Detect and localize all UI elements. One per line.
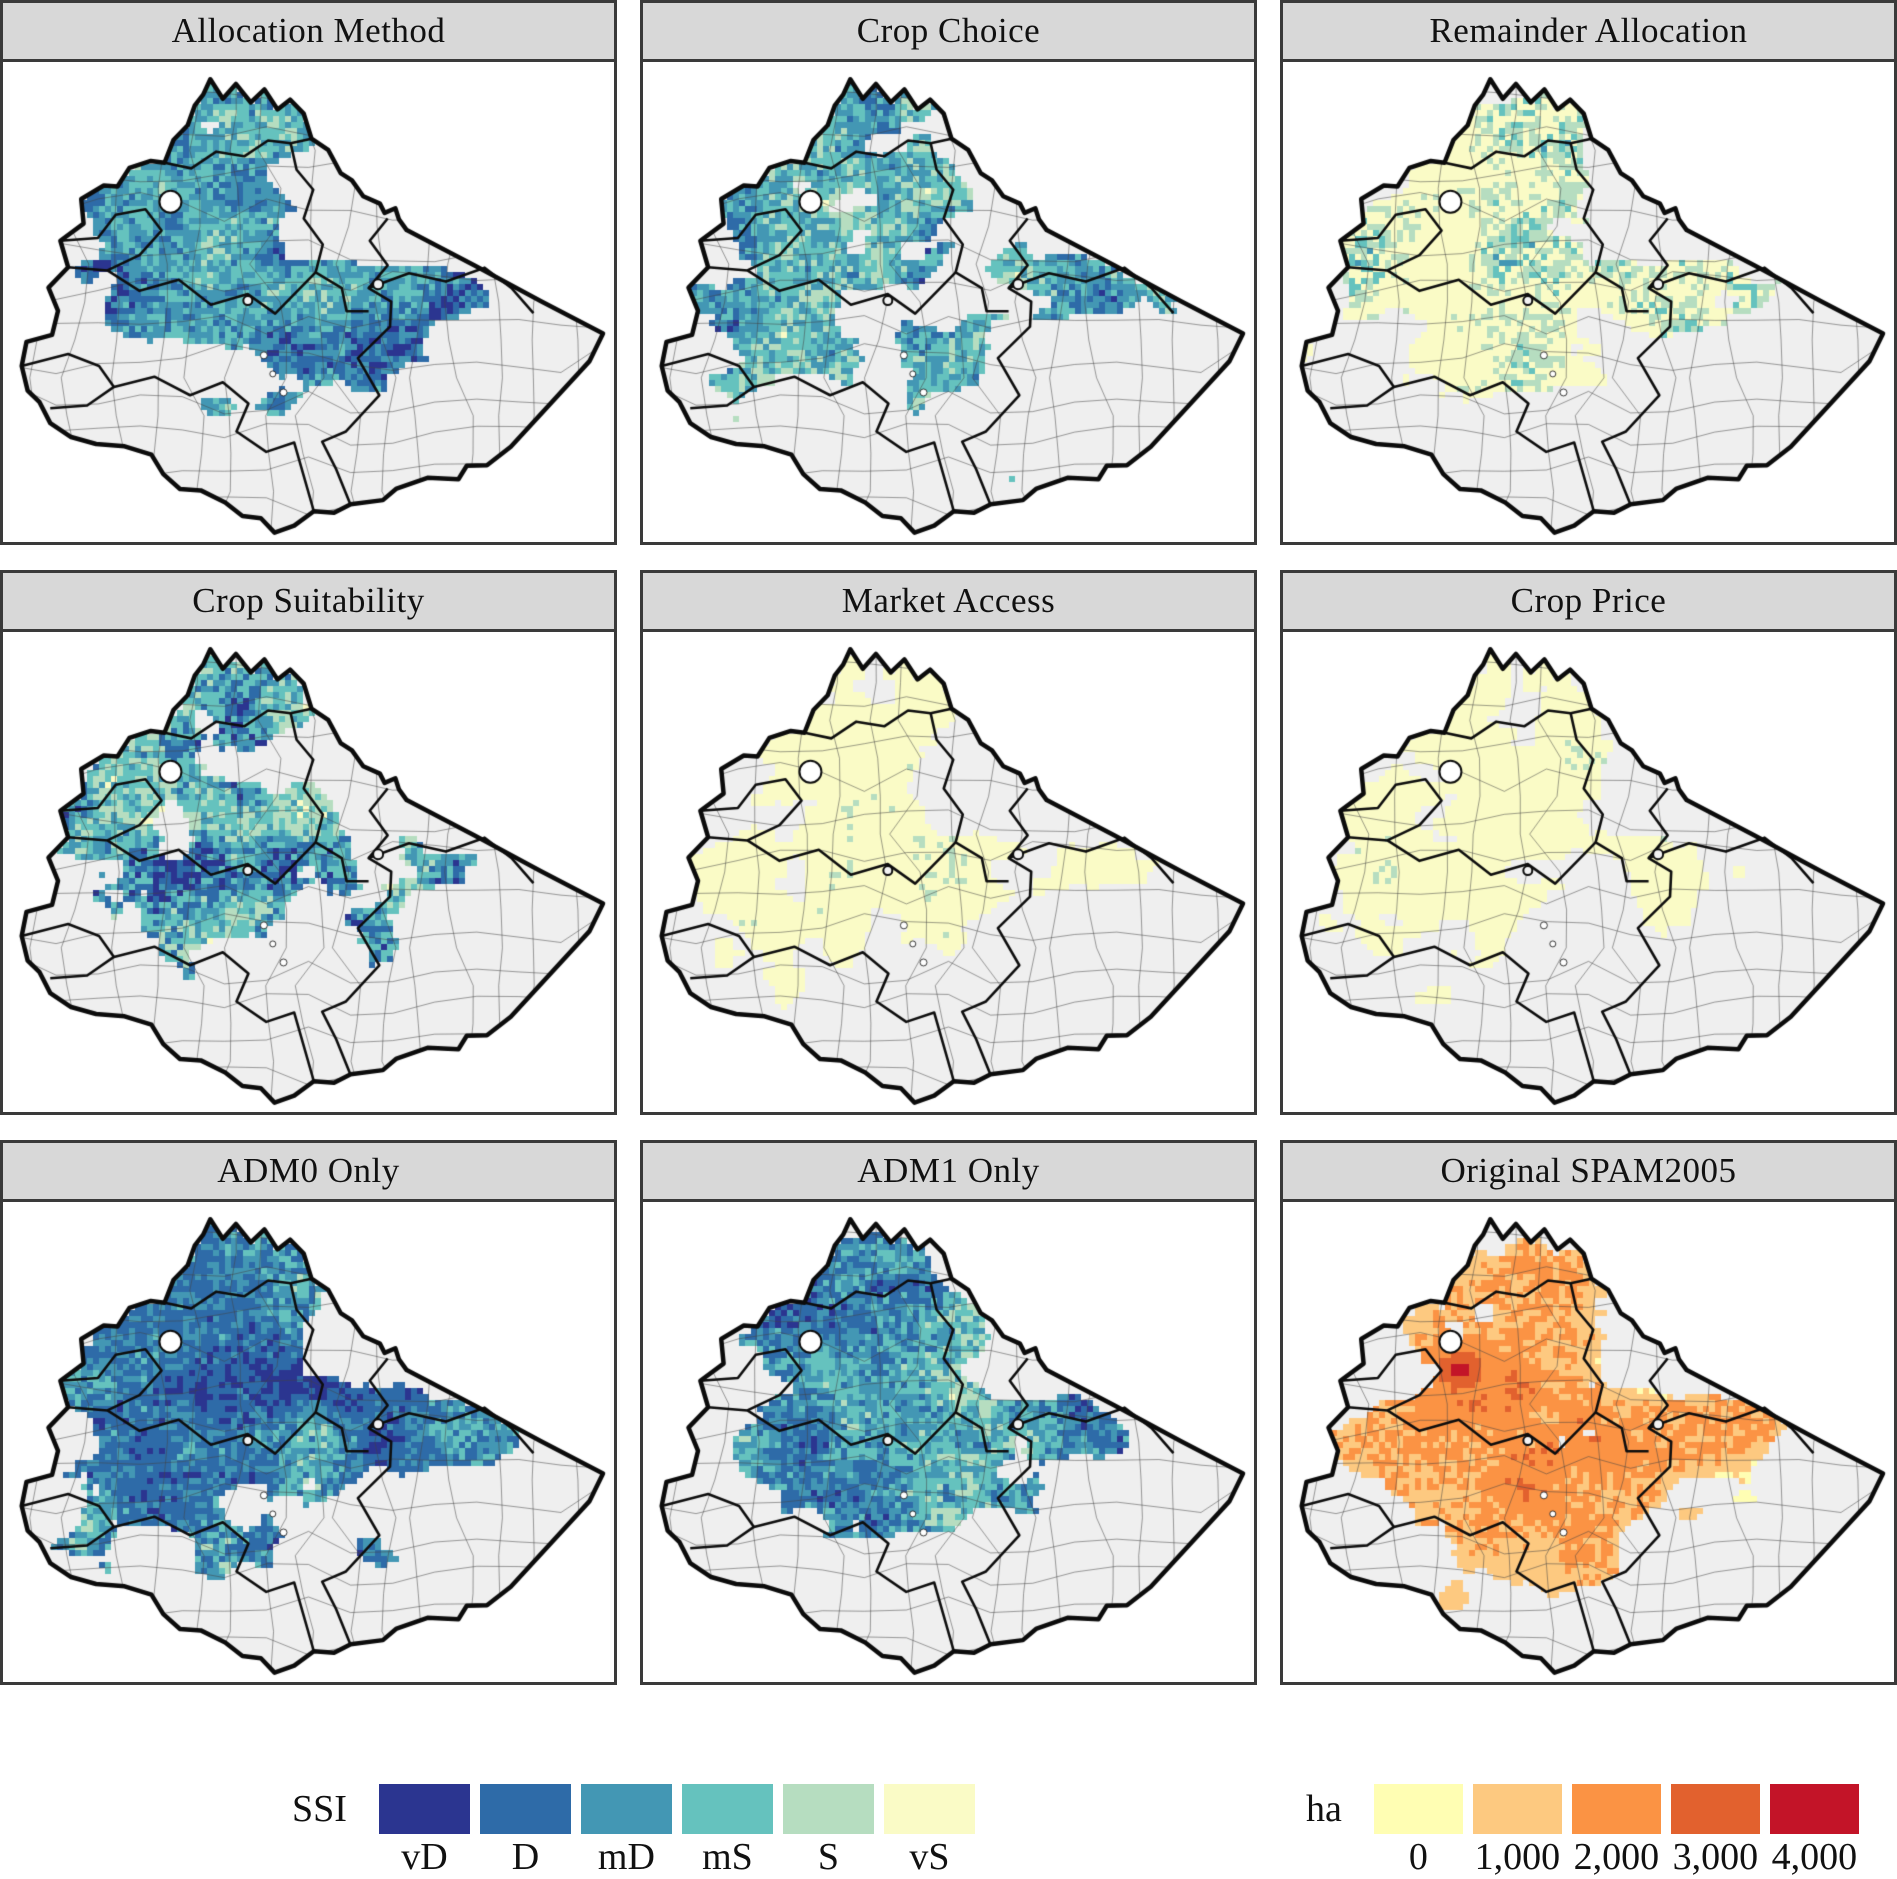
swatch-label: 0 <box>1408 1836 1428 1878</box>
panel-title: Crop Price <box>1283 573 1894 632</box>
swatch-label: 2,000 <box>1573 1836 1660 1878</box>
panel-title: Market Access <box>643 573 1254 632</box>
legend-item-s: S <box>782 1784 874 1879</box>
legend-item-vs: vS <box>883 1784 975 1879</box>
legend-item-1000: 1,000 <box>1472 1784 1562 1879</box>
map-canvas-crop-choice <box>643 62 1254 542</box>
map-canvas-adm0-only <box>3 1202 614 1682</box>
legend-ha-title: ha <box>1306 1788 1342 1830</box>
swatch-ha-2000 <box>1571 1784 1661 1834</box>
panel-title: Original SPAM2005 <box>1283 1143 1894 1202</box>
legend-item-4000: 4,000 <box>1769 1784 1859 1879</box>
swatch-label: vD <box>401 1836 448 1878</box>
legend-item-md: mD <box>580 1784 672 1879</box>
panel-original-spam2005: Original SPAM2005 <box>1280 1140 1897 1685</box>
legend-item-2000: 2,000 <box>1571 1784 1661 1879</box>
panel-title: ADM1 Only <box>643 1143 1254 1202</box>
swatch-label: S <box>817 1836 839 1878</box>
swatch-label: 4,000 <box>1771 1836 1858 1878</box>
panel-title: Allocation Method <box>3 3 614 62</box>
map-canvas-allocation-method <box>3 62 614 542</box>
legend-ssi-title: SSI <box>292 1788 347 1830</box>
panel-adm0-only: ADM0 Only <box>0 1140 617 1685</box>
legend-ssi: SSI vD D mD mS <box>292 1784 975 1879</box>
swatch-label: 1,000 <box>1474 1836 1561 1878</box>
map-canvas-original-spam2005 <box>1283 1202 1894 1682</box>
panel-allocation-method: Allocation Method <box>0 0 617 545</box>
panel-title: Remainder Allocation <box>1283 3 1894 62</box>
swatch-md <box>580 1784 672 1834</box>
swatch-ms <box>681 1784 773 1834</box>
swatch-label: mS <box>702 1836 753 1878</box>
legend-row: SSI vD D mD mS <box>0 1710 1897 1878</box>
legend-item-d: D <box>479 1784 571 1879</box>
legend-item-0: 0 <box>1373 1784 1463 1879</box>
map-grid: Allocation Method Crop Choice Remainder … <box>0 0 1897 1685</box>
panel-remainder-allocation: Remainder Allocation <box>1280 0 1897 545</box>
swatch-label: vS <box>909 1836 950 1878</box>
legend-ha: ha 0 1,000 2,000 3,000 <box>1306 1784 1859 1879</box>
legend-item-ms: mS <box>681 1784 773 1879</box>
legend-ssi-items: vD D mD mS S <box>378 1784 975 1879</box>
panel-crop-choice: Crop Choice <box>640 0 1257 545</box>
legend-item-vd: vD <box>378 1784 470 1879</box>
legend-ha-items: 0 1,000 2,000 3,000 4,000 <box>1373 1784 1859 1879</box>
panel-title: ADM0 Only <box>3 1143 614 1202</box>
swatch-s <box>782 1784 874 1834</box>
swatch-ha-0 <box>1373 1784 1463 1834</box>
swatch-ha-3000 <box>1670 1784 1760 1834</box>
map-canvas-remainder-allocation <box>1283 62 1894 542</box>
swatch-ha-4000 <box>1769 1784 1859 1834</box>
swatch-ha-1000 <box>1472 1784 1562 1834</box>
map-canvas-crop-price <box>1283 632 1894 1112</box>
swatch-vs <box>883 1784 975 1834</box>
map-canvas-crop-suitability <box>3 632 614 1112</box>
panel-title: Crop Choice <box>643 3 1254 62</box>
panel-crop-price: Crop Price <box>1280 570 1897 1115</box>
swatch-d <box>479 1784 571 1834</box>
swatch-label: 3,000 <box>1672 1836 1759 1878</box>
panel-title: Crop Suitability <box>3 573 614 632</box>
map-canvas-market-access <box>643 632 1254 1112</box>
swatch-label: mD <box>597 1836 655 1878</box>
map-canvas-adm1-only <box>643 1202 1254 1682</box>
panel-crop-suitability: Crop Suitability <box>0 570 617 1115</box>
legend-item-3000: 3,000 <box>1670 1784 1760 1879</box>
panel-market-access: Market Access <box>640 570 1257 1115</box>
swatch-label: D <box>511 1836 540 1878</box>
panel-adm1-only: ADM1 Only <box>640 1140 1257 1685</box>
swatch-vd <box>378 1784 470 1834</box>
